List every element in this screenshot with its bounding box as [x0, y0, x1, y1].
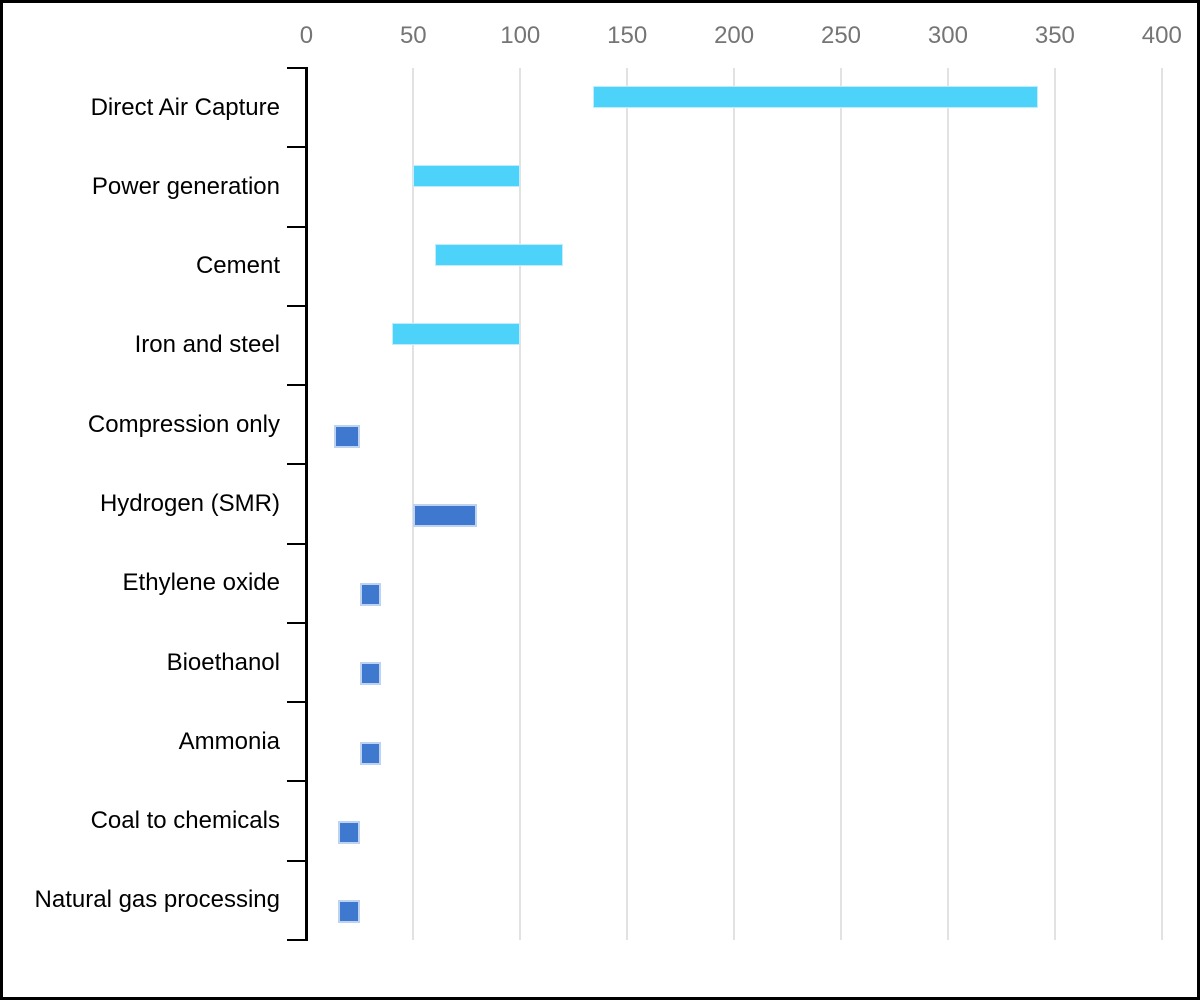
- category-label-coal-to-chemicals: Coal to chemicals: [90, 807, 280, 835]
- y-axis-tick: [286, 384, 305, 387]
- y-axis-tick: [286, 939, 305, 941]
- category-label-bioethanol: Bioethanol: [166, 648, 280, 676]
- category-label-iron-and-steel: Iron and steel: [134, 331, 280, 359]
- bar-iron-and-steel: [391, 323, 521, 346]
- category-label-ethylene-oxide: Ethylene oxide: [122, 569, 280, 597]
- x-tick-label-50: 50: [399, 22, 427, 49]
- y-axis-tick: [286, 67, 305, 69]
- x-tick-label-350: 350: [1034, 22, 1075, 49]
- bar-ethylene-oxide: [359, 583, 382, 607]
- category-label-ammonia: Ammonia: [178, 727, 280, 755]
- bar-direct-air-capture: [592, 85, 1038, 108]
- category-label-hydrogen-smr: Hydrogen (SMR): [99, 490, 280, 517]
- gridline-400: [1160, 68, 1163, 940]
- x-tick-label-0: 0: [299, 22, 314, 49]
- y-axis-tick: [286, 225, 305, 228]
- category-label-power-generation: Power generation: [91, 172, 280, 200]
- y-axis-line: [304, 67, 308, 941]
- x-tick-label-150: 150: [607, 22, 648, 49]
- bar-bioethanol: [359, 662, 382, 686]
- category-label-compression-only: Compression only: [87, 410, 280, 438]
- y-axis-tick: [286, 701, 305, 704]
- gridline-300: [946, 68, 949, 940]
- x-tick-label-100: 100: [500, 22, 541, 49]
- plot-area: 0 50 100 150 200 250 300 350 400 Direct Air Captu…: [3, 3, 1197, 997]
- x-tick-label-250: 250: [820, 22, 862, 49]
- gridline-100: [519, 68, 522, 940]
- bar-coal-to-chemicals: [338, 820, 360, 844]
- bar-ammonia: [359, 741, 382, 765]
- category-label-natural-gas-processing: Natural gas processing: [34, 886, 280, 914]
- bar-compression-only: [334, 424, 360, 448]
- x-tick-label-200: 200: [714, 22, 755, 49]
- category-label-direct-air-capture: Direct Air Capture: [90, 93, 280, 121]
- gridline-250: [840, 68, 843, 940]
- y-axis-tick: [286, 621, 305, 624]
- gridline-350: [1053, 68, 1056, 940]
- x-tick-label-400: 400: [1141, 22, 1182, 49]
- y-axis-tick: [286, 780, 305, 783]
- gridline-200: [733, 68, 736, 940]
- y-axis-tick: [286, 304, 305, 307]
- bar-natural-gas-processing: [338, 900, 360, 924]
- y-axis-tick: [286, 463, 305, 466]
- gridline-150: [626, 68, 629, 940]
- bar-power-generation: [413, 164, 521, 187]
- y-axis-tick: [286, 146, 305, 149]
- category-label-cement: Cement: [195, 252, 280, 280]
- bar-cement: [434, 244, 563, 267]
- y-axis-tick: [286, 859, 305, 862]
- x-tick-label-300: 300: [927, 22, 968, 49]
- bar-hydrogen-smr: [413, 503, 478, 527]
- y-axis-tick: [286, 542, 305, 545]
